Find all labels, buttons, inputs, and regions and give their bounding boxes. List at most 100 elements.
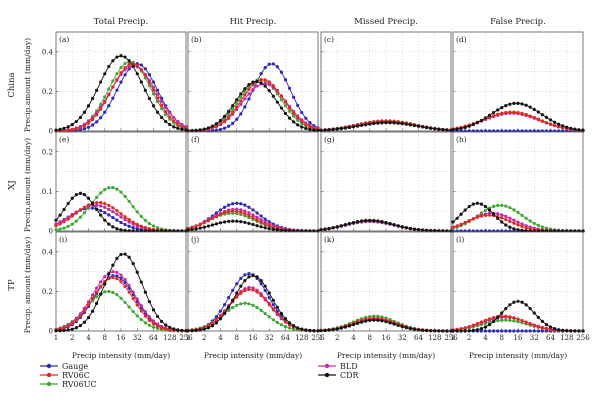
x-tick-label: 16	[382, 334, 391, 342]
panel-k: 1 2 4 8 16 32 64 128 256 (k)	[319, 231, 458, 342]
data-point-cdr	[388, 321, 392, 325]
data-point-rv06c	[483, 318, 488, 322]
data-point-bld	[139, 304, 143, 308]
x-tick-label: 4	[483, 334, 488, 342]
data-point-rv06c	[143, 73, 147, 77]
data-point-cdr	[218, 221, 223, 225]
data-point-cdr	[66, 125, 70, 129]
data-point-gauge	[119, 276, 123, 280]
data-point-cdr	[90, 96, 95, 101]
data-point-cdr	[227, 109, 231, 113]
data-point-rv06uc	[127, 199, 131, 204]
data-point-cdr	[227, 219, 231, 223]
data-point-cdr	[312, 128, 316, 132]
data-point-rv06c	[227, 210, 231, 214]
data-point-cdr	[425, 228, 429, 233]
data-point-rv06c	[508, 219, 512, 223]
data-point-cdr	[504, 223, 508, 227]
data-point-rv06c	[524, 320, 528, 324]
data-point-gauge	[107, 104, 111, 108]
data-point-gauge	[147, 73, 152, 77]
data-point-rv06uc	[259, 308, 263, 312]
data-point-cdr	[259, 81, 263, 85]
data-point-bld	[155, 92, 160, 96]
data-point-bld	[504, 214, 508, 218]
panel-grid: 00.20.4(a) (b) (c) (d)00.10.2(e) (f) (g) (h)00…	[42, 31, 590, 342]
data-point-rv06c	[540, 326, 544, 330]
data-point-rv06c	[66, 128, 70, 132]
data-point-rv06c	[194, 224, 198, 228]
series-cdr	[186, 273, 320, 333]
data-point-rv06c	[74, 318, 78, 323]
data-point-rv06c	[131, 296, 135, 301]
data-point-cdr	[487, 322, 492, 327]
data-point-cdr	[471, 122, 475, 127]
data-point-cdr	[433, 229, 437, 233]
data-point-gauge	[296, 103, 300, 108]
data-point-cdr	[441, 329, 445, 333]
data-point-cdr	[164, 119, 168, 124]
data-point-cdr	[376, 318, 380, 322]
data-point-cdr	[95, 88, 99, 92]
x-axis-label-hit: Precip intensity (mm/day)	[204, 351, 302, 360]
data-point-rv06c	[214, 214, 219, 218]
data-point-bld	[123, 218, 127, 222]
panel-c: (c)	[319, 31, 453, 132]
y-tick-label: 0.2	[42, 288, 53, 296]
data-point-rv06uc	[103, 188, 107, 192]
data-point-cdr	[540, 113, 544, 117]
data-point-cdr	[347, 125, 352, 130]
data-point-cdr	[512, 227, 516, 231]
data-point-cdr	[147, 300, 152, 304]
data-point-rv06c	[463, 220, 467, 225]
panel-d: (d)	[451, 31, 585, 133]
data-point-rv06uc	[239, 95, 243, 99]
data-point-bld	[239, 208, 243, 212]
data-point-rv06uc	[119, 66, 123, 70]
data-point-cdr	[420, 125, 425, 129]
data-point-gauge	[231, 121, 235, 125]
data-point-bld	[251, 87, 255, 92]
data-point-gauge	[235, 201, 239, 205]
data-point-rv06c	[127, 290, 131, 294]
data-point-cdr	[561, 328, 565, 332]
x-tick-label: 2	[202, 334, 206, 342]
y-axis-label-china: Precip.amount (mm/day)	[23, 38, 32, 132]
data-point-rv06c	[95, 290, 99, 294]
data-point-rv06c	[123, 284, 127, 288]
data-point-rv06c	[512, 221, 516, 225]
panel-frame	[187, 231, 319, 332]
data-point-rv06uc	[66, 224, 70, 229]
data-point-gauge	[275, 309, 279, 313]
data-point-cdr	[492, 212, 496, 216]
data-point-cdr	[263, 84, 267, 88]
data-point-cdr	[339, 127, 343, 131]
data-point-rv06uc	[111, 79, 115, 83]
column-title-missed: Missed Precip.	[354, 17, 418, 27]
data-point-cdr	[392, 223, 396, 227]
data-point-cdr	[90, 201, 95, 206]
data-point-bld	[512, 218, 516, 222]
data-point-cdr	[408, 226, 412, 231]
data-point-cdr	[255, 79, 259, 84]
data-point-cdr	[463, 208, 467, 212]
data-point-cdr	[416, 328, 421, 332]
x-tick-label: 8	[368, 334, 372, 342]
data-point-cdr	[74, 193, 78, 197]
data-point-cdr	[544, 115, 549, 119]
data-point-cdr	[327, 128, 331, 132]
data-point-gauge	[155, 88, 160, 92]
data-point-cdr	[441, 128, 445, 132]
data-point-bld	[115, 212, 119, 216]
data-point-cdr	[475, 121, 479, 125]
x-tick-label: 32	[530, 334, 539, 342]
data-point-rv06uc	[115, 72, 119, 76]
data-point-cdr	[487, 208, 492, 212]
data-point-cdr	[180, 127, 184, 132]
data-point-cdr	[392, 121, 396, 125]
x-axis-label-missed: Precip intensity (mm/day)	[337, 351, 435, 360]
data-point-rv06c	[479, 320, 484, 324]
data-point-cdr	[400, 325, 404, 329]
data-point-cdr	[471, 328, 475, 332]
data-point-cdr	[111, 59, 115, 63]
